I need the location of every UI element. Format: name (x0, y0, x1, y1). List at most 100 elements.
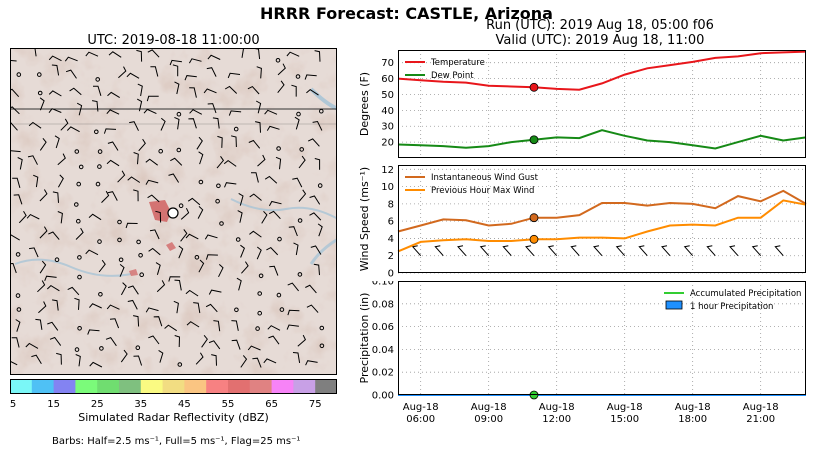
colorbar-swatch (140, 379, 164, 394)
calm-wind-circle (297, 218, 303, 223)
wind-barb (12, 177, 21, 189)
colorbar-swatch (31, 379, 55, 394)
x-tick-label: 21:00 (746, 414, 775, 425)
wind-barb (294, 116, 300, 130)
colorbar-swatch (249, 379, 273, 394)
wind-barb (180, 207, 190, 220)
wind-barb (17, 157, 23, 170)
wind-barb (172, 64, 179, 77)
current-time-marker (529, 213, 539, 223)
series-line-1 (397, 129, 807, 150)
wind-barb (127, 285, 139, 295)
wind-barb (164, 324, 177, 332)
wind-barb (288, 226, 298, 237)
calm-wind-circle (74, 149, 80, 154)
wind-barb (56, 352, 62, 365)
wind-barb (160, 117, 166, 131)
wind-barb (76, 102, 83, 116)
wind-barb (107, 191, 118, 201)
wind-barb (120, 282, 127, 296)
lake (309, 238, 336, 265)
calm-wind-circle (319, 325, 325, 331)
wind-barb (309, 212, 322, 221)
y-axis-label: Precipitation (in) (358, 293, 371, 384)
colorbar-label: Simulated Radar Reflectivity (dBZ) (78, 411, 269, 424)
wind-barb (314, 50, 321, 62)
x-tick-label: Aug-18 (675, 402, 711, 413)
wind-barb (103, 128, 117, 134)
wind-barb (310, 245, 322, 255)
wind-barb (149, 229, 160, 240)
wind-barb (231, 320, 239, 331)
wind-barb (105, 336, 117, 347)
calm-wind-circle (95, 77, 100, 82)
calm-wind-circle (176, 111, 182, 117)
colorbar-swatch (53, 379, 76, 394)
wind-barb (266, 246, 279, 256)
wind-barb (92, 100, 99, 112)
wind-barb (261, 210, 268, 224)
wind-barb (133, 189, 139, 202)
wind-barb (287, 282, 299, 292)
current-time-marker (529, 82, 539, 92)
wind-barb (314, 158, 321, 170)
wind-barbs (11, 49, 325, 368)
wind-barb (218, 264, 224, 278)
wind-barb (216, 156, 225, 169)
wind-barb (169, 59, 182, 66)
wind-barb (317, 223, 323, 237)
calm-wind-circle (37, 90, 43, 96)
wind-barb (304, 74, 317, 80)
calm-wind-circle (177, 362, 183, 367)
calm-wind-circle (117, 237, 122, 243)
y-tick-label: 0.04 (372, 345, 394, 356)
wind-barb (48, 55, 62, 62)
wind-barb (75, 354, 81, 367)
wind-barb (238, 192, 244, 206)
calm-wind-circle (233, 126, 239, 132)
radar-echo (149, 200, 171, 222)
temperature-panel: 20 30 40 50 60 70 Degrees (F) Temperature Dew Po… (358, 50, 807, 158)
wind-barb (89, 303, 102, 309)
colorbar-swatch (75, 379, 98, 394)
wind-barb (39, 189, 48, 202)
wind-barb (170, 157, 183, 166)
wind-barb (188, 58, 202, 64)
wind-barb (224, 182, 237, 188)
wind-barb (67, 286, 80, 296)
calm-wind-circle (136, 239, 141, 245)
wind-barb (189, 109, 203, 115)
wind-barb (11, 262, 17, 274)
calm-wind-circle (15, 252, 21, 257)
y-tick-label: 6 (388, 217, 394, 228)
wind-barb (207, 103, 217, 114)
calm-wind-circle (319, 108, 324, 114)
wind-barb (240, 244, 246, 258)
wind-barb (48, 90, 62, 97)
series-line-0 (397, 189, 807, 233)
wind-barb (187, 197, 201, 206)
calm-wind-circle (299, 147, 305, 152)
calm-wind-circle (77, 326, 82, 331)
wind-barb (38, 301, 47, 314)
wind-barb (249, 230, 262, 238)
wind-barb (64, 56, 78, 62)
wind-barb (198, 151, 204, 165)
colorbar-swatch (293, 379, 316, 394)
wind-barb (89, 361, 103, 368)
wind-barb (638, 245, 648, 257)
x-tick-label: 15:00 (610, 414, 639, 425)
wind-barb (256, 66, 262, 79)
legend-label: Temperature (430, 58, 485, 68)
wind-barb (87, 329, 100, 335)
calm-wind-circle (198, 179, 204, 185)
wind-barb (136, 49, 143, 62)
wind-barb (204, 234, 218, 240)
calm-wind-circle (74, 202, 79, 207)
wind-barb (145, 179, 159, 185)
wind-barb (186, 321, 200, 328)
wind-barb (256, 246, 262, 260)
calm-wind-circle (138, 253, 143, 258)
wind-barb (268, 200, 282, 207)
wind-barb (211, 354, 217, 366)
